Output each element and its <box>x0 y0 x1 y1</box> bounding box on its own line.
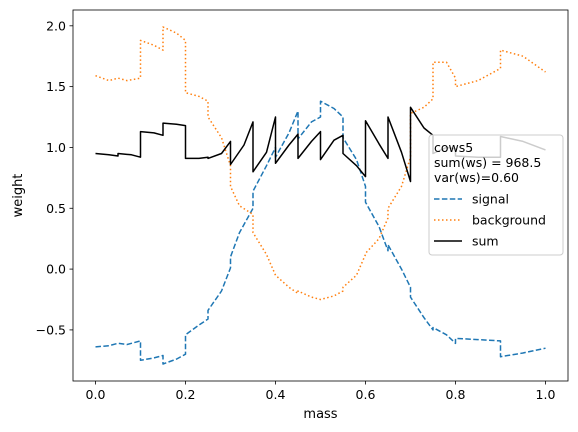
x-tick-label: 0.2 <box>176 387 196 402</box>
x-axis-label: mass <box>303 407 337 422</box>
y-tick-label: 1.5 <box>46 79 66 94</box>
plot-frame <box>72 9 569 382</box>
y-tick-label: 2.0 <box>46 18 66 33</box>
x-axis-ticks: 0.0 0.2 0.4 0.6 0.8 1.0 <box>86 381 556 402</box>
legend-label-sum: sum <box>472 234 499 249</box>
x-tick-label: 0.8 <box>446 387 466 402</box>
legend-label-background: background <box>472 213 546 228</box>
legend-title-line: var(ws)=0.60 <box>434 170 519 185</box>
y-tick-label: 0.0 <box>46 262 66 277</box>
legend-title-line: sum(ws) = 968.5 <box>434 155 541 170</box>
y-axis-ticks: −0.5 0.0 0.5 1.0 1.5 2.0 <box>36 18 73 337</box>
y-tick-label: 0.5 <box>46 201 66 216</box>
y-tick-label: −0.5 <box>36 322 66 337</box>
legend-title-line: cows5 <box>434 140 473 155</box>
x-tick-label: 0.4 <box>266 387 286 402</box>
legend-label-signal: signal <box>472 192 509 207</box>
series-line-background <box>95 26 546 301</box>
legend-box <box>428 134 564 256</box>
y-axis-label: weight <box>11 174 26 218</box>
x-tick-label: 1.0 <box>536 387 556 402</box>
x-tick-label: 0.6 <box>356 387 376 402</box>
x-tick-label: 0.0 <box>86 387 106 402</box>
y-tick-label: 1.0 <box>46 140 66 155</box>
